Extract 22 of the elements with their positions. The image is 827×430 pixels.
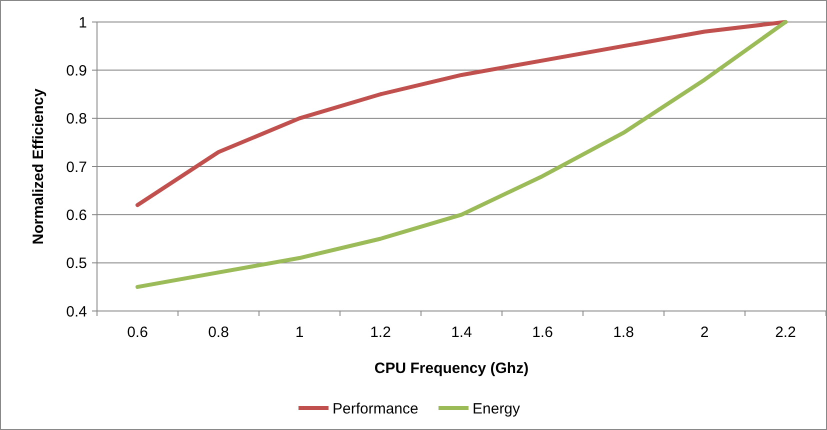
legend-label: Energy — [472, 400, 521, 418]
x-tick-label: 2 — [700, 324, 709, 341]
y-tick-label: 0.6 — [66, 206, 87, 224]
x-tick-label: 0.6 — [127, 324, 148, 341]
x-tick-label: 1.8 — [613, 324, 634, 341]
y-tick-label: 0.4 — [66, 303, 87, 320]
y-tick-label: 1 — [78, 14, 87, 32]
y-tick-label: 0.5 — [66, 255, 87, 272]
y-tick-label: 0.7 — [66, 158, 87, 176]
legend-label: Performance — [332, 400, 418, 418]
x-tick-label: 1.4 — [451, 324, 472, 341]
y-tick-label: 0.9 — [66, 62, 87, 80]
x-tick-label: 1.6 — [532, 324, 553, 341]
y-tick-label: 0.8 — [66, 110, 87, 128]
line-series — [136, 20, 788, 208]
x-tick-label: 0.8 — [208, 324, 229, 341]
x-tick-label: 2.2 — [775, 324, 796, 341]
x-tick-label: 1 — [295, 324, 304, 341]
x-tick-label: 1.2 — [370, 324, 391, 341]
y-axis-title: Normalized Efficiency — [30, 88, 47, 244]
x-axis-title: CPU Frequency (Ghz) — [374, 360, 529, 377]
line-series — [136, 20, 788, 289]
